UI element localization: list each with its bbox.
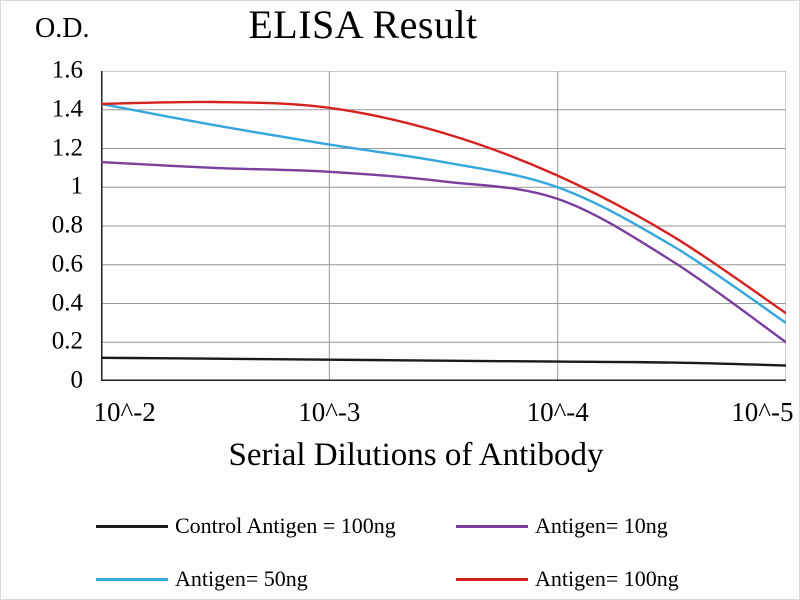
- legend-swatch-antigen-10ng: [456, 524, 528, 528]
- y-tick-label: 1.6: [51, 56, 83, 84]
- x-tick-label: 10^-4: [526, 397, 589, 427]
- series-line-antigen-10ng: [101, 160, 786, 344]
- x-tick-label: 10^-5: [731, 397, 794, 427]
- y-axis-ticks: 0 0.2 0.4 0.6 0.8 1 1.2 1.4 1.6: [1, 56, 93, 393]
- x-tick-label: 10^-3: [298, 397, 361, 427]
- plot-area: [101, 71, 786, 381]
- y-axis-label: O.D.: [35, 13, 90, 44]
- y-tick-label: 1: [70, 172, 84, 200]
- legend-item-antigen-50ng: Antigen= 50ng: [96, 566, 456, 592]
- legend-label: Antigen= 10ng: [535, 513, 668, 538]
- legend-item-antigen-10ng: Antigen= 10ng: [456, 513, 756, 539]
- chart-title: ELISA Result: [248, 2, 478, 47]
- legend-label: Antigen= 100ng: [535, 566, 679, 591]
- x-tick-label: 10^-2: [93, 397, 156, 427]
- series-line-antigen-50ng: [101, 102, 786, 325]
- y-tick-label: 0.8: [51, 211, 83, 239]
- y-tick-label: 0.4: [51, 288, 83, 316]
- x-axis-ticks: 10^-2 10^-3 10^-4 10^-5: [94, 397, 794, 431]
- y-tick-label: 1.2: [51, 133, 83, 161]
- y-tick-label: 0.6: [51, 250, 83, 278]
- legend-swatch-control-antigen-100ng: [96, 524, 168, 528]
- legend-label: Antigen= 50ng: [175, 566, 308, 591]
- legend-item-antigen-100ng: Antigen= 100ng: [456, 566, 756, 592]
- legend-label: Control Antigen = 100ng: [175, 513, 396, 538]
- legend-swatch-antigen-100ng: [456, 577, 528, 581]
- y-tick-label: 1.4: [51, 95, 83, 123]
- x-axis-title: Serial Dilutions of Antibody: [228, 437, 604, 473]
- plot-svg: [101, 71, 786, 381]
- y-tick-label: 0: [70, 366, 84, 394]
- series-line-antigen-100ng: [101, 100, 786, 315]
- legend-swatch-antigen-50ng: [96, 577, 168, 581]
- legend-item-control-antigen-100ng: Control Antigen = 100ng: [96, 513, 456, 539]
- series-line-control-antigen-100ng: [101, 356, 786, 367]
- legend: Control Antigen = 100ng Antigen= 10ng Anti…: [96, 513, 756, 592]
- y-tick-label: 0.2: [51, 327, 83, 355]
